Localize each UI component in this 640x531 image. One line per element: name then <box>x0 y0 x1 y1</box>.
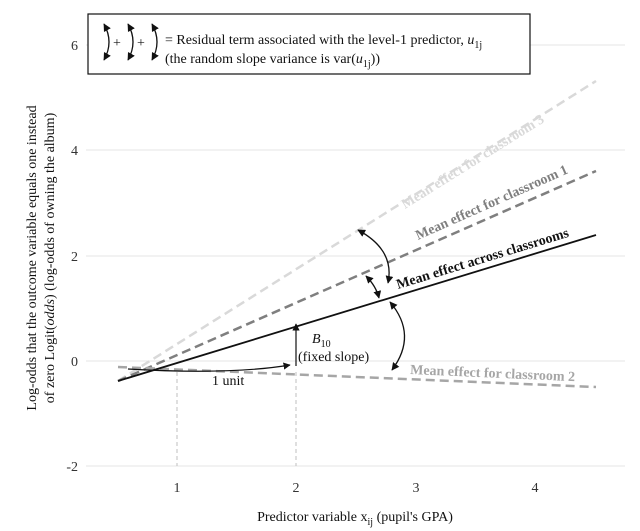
y-tick-2: 2 <box>71 250 78 265</box>
legend-line-2: (the random slope variance is var(u1j)) <box>165 52 380 70</box>
y-axis-title-line1: Log-odds that the outcome variable equal… <box>25 105 40 410</box>
axis-titles: Predictor variable xij (pupil's GPA) Log… <box>25 105 453 528</box>
series-lines <box>117 79 597 389</box>
residual-arrow-3 <box>357 229 394 284</box>
slope-label: (fixed slope) <box>298 350 369 365</box>
slope-symbol: B10 <box>312 332 331 350</box>
gridlines <box>86 44 625 467</box>
legend-frame <box>87 13 531 75</box>
label-classroom-2: Mean effect for classroom 2 <box>410 363 576 385</box>
label-classroom-3: Mean effect for classroom 3 <box>399 112 547 212</box>
y-tick-labels: -2 0 2 4 6 <box>66 39 78 475</box>
series-mean-line <box>117 234 597 382</box>
legend-arrow-3 <box>151 23 159 61</box>
x-axis-title: Predictor variable xij (pupil's GPA) <box>257 510 453 528</box>
y-tick-6: 6 <box>71 39 78 54</box>
guide-lines <box>176 372 297 466</box>
legend-line-1: = Residual term associated with the leve… <box>165 33 482 51</box>
y-tick-neg2: -2 <box>66 460 78 475</box>
legend-plus-2: + <box>137 36 145 51</box>
legend-arrow-1 <box>103 23 111 61</box>
x-tick-2: 2 <box>293 481 300 496</box>
y-tick-0: 0 <box>71 355 78 370</box>
x-tick-3: 3 <box>413 481 420 496</box>
y-tick-4: 4 <box>71 144 78 159</box>
x-tick-4: 4 <box>532 481 539 496</box>
legend-plus-1: + <box>113 36 121 51</box>
residual-arrow-1 <box>365 275 382 299</box>
x-tick-1: 1 <box>174 481 181 496</box>
unit-arrow <box>127 362 291 372</box>
series-classroom-3-line <box>117 79 597 383</box>
y-axis-title-line2: of zero Logit(odds) (log-odds of owning … <box>43 112 58 403</box>
legend-box: + + = Residual term associated with the … <box>87 13 531 75</box>
unit-label: 1 unit <box>212 374 244 389</box>
x-tick-labels: 1 2 3 4 <box>174 481 539 496</box>
series-classroom-2-line <box>117 365 597 389</box>
legend-arrow-2 <box>127 23 135 61</box>
series-classroom-1-line <box>117 169 597 383</box>
annotations: 1 unit B10 (fixed slope) <box>127 229 406 389</box>
residual-arrow-2 <box>389 301 406 371</box>
